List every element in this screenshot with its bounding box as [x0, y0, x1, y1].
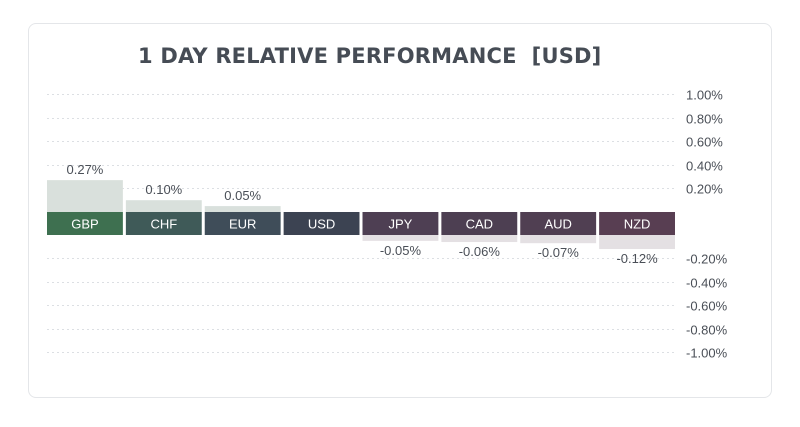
y-tick-label: -1.00% — [686, 346, 728, 361]
currency-tab-usd[interactable] — [283, 212, 360, 235]
currency-label-nzd: NZD — [624, 217, 651, 232]
y-tick-label: -0.40% — [686, 276, 728, 291]
value-label-chf: 0.10% — [145, 182, 182, 197]
currency-tab-aud[interactable] — [520, 212, 597, 235]
currency-label-usd: USD — [308, 217, 335, 232]
value-label-jpy: -0.05% — [380, 243, 422, 258]
y-tick-label: 0.40% — [686, 159, 723, 174]
bar-chf — [125, 200, 202, 212]
y-tick-label: -0.20% — [686, 252, 728, 267]
currency-tab-jpy[interactable] — [362, 212, 439, 235]
value-label-gbp: 0.27% — [67, 162, 104, 177]
bar-gbp — [47, 180, 123, 212]
currency-label-cad: CAD — [466, 217, 493, 232]
y-tick-label: 0.20% — [686, 182, 723, 197]
currency-tab-chf[interactable] — [125, 212, 202, 235]
currency-tab-nzd[interactable] — [599, 212, 675, 235]
chart-title: 1 DAY RELATIVE PERFORMANCE [USD] — [138, 44, 602, 68]
currency-tab-cad[interactable] — [441, 212, 518, 235]
value-label-nzd: -0.12% — [616, 251, 658, 266]
bar-cad — [441, 235, 518, 243]
bar-aud — [520, 235, 597, 244]
y-tick-label: 1.00% — [686, 88, 723, 103]
bar-jpy — [362, 235, 439, 241]
currency-label-eur: EUR — [229, 217, 256, 232]
currency-tab-layer: GBP CHF EUR USD JPY CAD AUD NZD — [47, 212, 675, 235]
value-label-aud: -0.07% — [538, 245, 580, 260]
bar-nzd — [599, 235, 675, 250]
currency-label-aud: AUD — [544, 217, 571, 232]
bar-layer — [47, 180, 675, 250]
y-tick-label: 0.60% — [686, 135, 723, 150]
y-tick-label: -0.80% — [686, 323, 728, 338]
value-label-layer: 0.27% 0.10% 0.05% -0.05% -0.06% -0.07% -0.12% — [67, 162, 659, 266]
y-tick-label: -0.60% — [686, 299, 728, 314]
currency-label-jpy: JPY — [389, 217, 413, 232]
currency-label-gbp: GBP — [71, 217, 98, 232]
value-label-cad: -0.06% — [459, 244, 501, 259]
currency-tab-gbp[interactable] — [47, 212, 123, 235]
y-axis-ticks: 1.00% 0.80% 0.60% 0.40% 0.20% -0.20% -0.40% -0.… — [686, 88, 728, 361]
bar-eur — [204, 206, 281, 212]
currency-tab-eur[interactable] — [204, 212, 281, 235]
currency-label-chf: CHF — [150, 217, 177, 232]
value-label-eur: 0.05% — [224, 188, 261, 203]
y-tick-label: 0.80% — [686, 112, 723, 127]
